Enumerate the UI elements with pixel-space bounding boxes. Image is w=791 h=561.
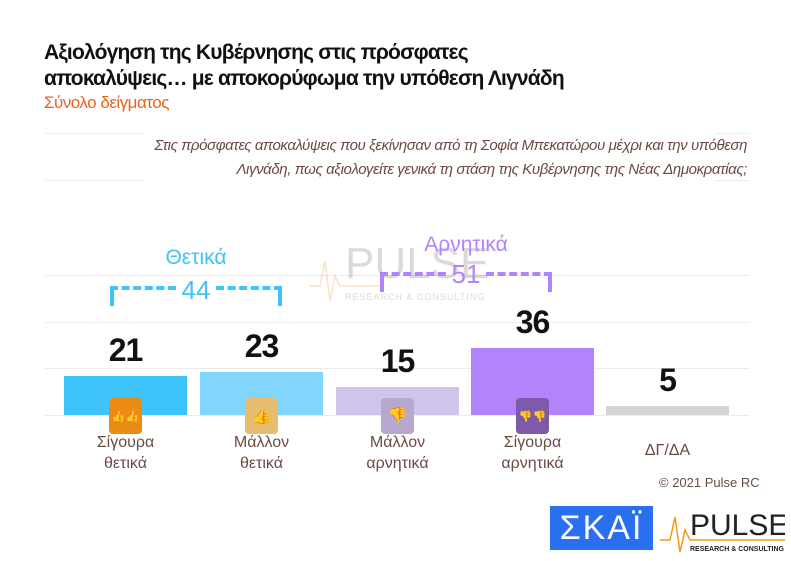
pulse-watermark: PULSE RESEARCH & CONSULTING (310, 239, 489, 302)
category-label: Σίγουρα αρνητικά (471, 432, 594, 474)
svg-text:PULSE: PULSE (345, 239, 489, 288)
gridline (715, 180, 750, 181)
category-label-line: ΔΓ/ΔΑ (644, 442, 691, 459)
category-label-line: θετικά (104, 455, 147, 472)
category-label-line: αρνητικά (501, 455, 564, 472)
double-thumbs-down-icon: 👎👎 (516, 398, 549, 434)
pulse-logo: PULSE RESEARCH & CONSULTING (660, 509, 785, 553)
gridline (45, 180, 145, 181)
group-bracket-right (486, 272, 552, 292)
thumbs-down-icon: 👎 (381, 398, 414, 434)
chart-subtitle: Σύνολο δείγματος (44, 93, 169, 112)
group-bracket-left (380, 272, 446, 292)
gridline (45, 368, 750, 369)
group-bracket-left (110, 286, 176, 306)
category-label-line: αρνητικά (366, 455, 429, 472)
chart-title: Αξιολόγηση της Κυβέρνησης στις πρόσφατες… (44, 40, 565, 92)
data-label: 36 (515, 304, 551, 341)
category-label: ΔΓ/ΔΑ (606, 440, 729, 461)
group-name: Θετικά (165, 246, 227, 269)
category-label: Σίγουρα θετικά (64, 432, 187, 474)
gridline (715, 133, 750, 134)
gridline (45, 322, 750, 323)
group-bracket-right (216, 286, 282, 306)
skai-logo: ΣΚΑΪ (550, 506, 653, 550)
data-label: 5 (659, 361, 677, 398)
svg-text:RESEARCH & CONSULTING: RESEARCH & CONSULTING (690, 546, 785, 553)
copyright: © 2021 Pulse RC (659, 475, 760, 490)
survey-question: Στις πρόσφατες αποκαλύψεις που ξεκίνησαν… (154, 137, 747, 178)
svg-text:RESEARCH & CONSULTING: RESEARCH & CONSULTING (345, 292, 485, 302)
title-line-2: αποκαλύψεις… με αποκορύφωμα την υπόθεση … (44, 67, 565, 90)
category-label: Μάλλον θετικά (200, 432, 323, 474)
category-label-line: θετικά (240, 455, 283, 472)
thumbs-up-icon: 👍 (245, 398, 278, 434)
bar (606, 405, 729, 415)
double-thumbs-up-icon: 👍👍 (109, 398, 142, 434)
category-label-line: Σίγουρα (503, 434, 562, 451)
svg-text:PULSE: PULSE (690, 509, 785, 542)
group-total: 51 (451, 259, 481, 289)
group-total: 44 (181, 275, 211, 305)
data-label: 21 (108, 331, 144, 368)
gridline (45, 133, 145, 134)
data-label: 23 (244, 328, 280, 365)
data-label: 15 (380, 343, 416, 380)
group-name: Αρνητικά (424, 233, 508, 256)
category-label-line: Μάλλον (233, 434, 290, 451)
category-label: Μάλλον αρνητικά (336, 432, 459, 474)
category-label-line: Σίγουρα (96, 434, 155, 451)
category-label-line: Μάλλον (369, 434, 426, 451)
title-line-1: Αξιολόγηση της Κυβέρνησης στις πρόσφατες (44, 41, 469, 64)
